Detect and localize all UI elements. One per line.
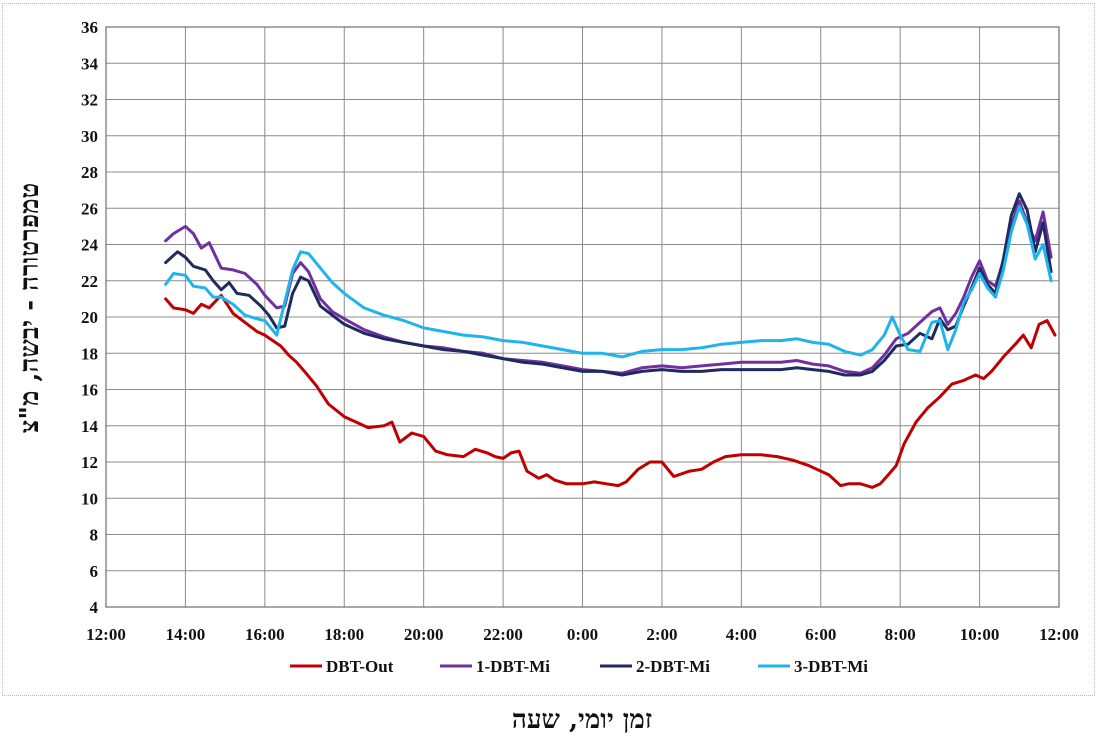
series-lines [164,192,1057,489]
x-axis-title: זמן יומי, שעה [512,705,652,735]
x-tick-label: 8:00 [885,625,916,644]
x-tick-label: 4:00 [726,625,757,644]
gridlines [105,26,1060,608]
legend-label: DBT-Out [326,657,394,676]
series-line-1-dbt-mi [164,199,1053,375]
y-tick-label: 32 [81,91,98,110]
series-line-3-dbt-mi [164,204,1053,359]
y-tick-label: 18 [81,344,98,363]
x-tick-label: 16:00 [245,625,285,644]
y-tick-label: 6 [90,562,99,581]
x-tick-label: 6:00 [805,625,836,644]
plot-area-border [105,26,1060,608]
y-tick-label: 10 [81,489,98,508]
y-tick-label: 24 [81,236,99,255]
x-tick-label: 20:00 [404,625,444,644]
y-tick-label: 30 [81,127,98,146]
y-tick-labels: 4 6 8 10 12 14 16 18 20 22 24 26 28 30 32 34 36 [81,18,99,617]
y-tick-label: 12 [81,453,98,472]
y-tick-label: 26 [81,199,98,218]
y-tick-label: 28 [81,163,98,182]
x-tick-label: 22:00 [483,625,523,644]
series-line-2-dbt-mi [164,192,1053,377]
x-tick-label: 18:00 [324,625,364,644]
legend-label: 3-DBT-Mi [794,657,868,676]
y-tick-label: 16 [81,381,98,400]
chart-frame [2,3,1095,696]
y-tick-label: 34 [81,54,99,73]
y-tick-label: 20 [81,308,98,327]
x-tick-label: 12:00 [1039,625,1079,644]
legend: DBT-Out 1-DBT-Mi 2-DBT-Mi 3-DBT-Mi [290,657,868,676]
series-line-dbt-out [164,293,1057,489]
legend-label: 1-DBT-Mi [476,657,550,676]
y-tick-label: 22 [81,272,98,291]
y-tick-label: 14 [81,417,99,436]
x-tick-label: 12:00 [86,625,126,644]
x-tick-labels: 12:00 14:00 16:00 18:00 20:00 22:00 0:00 2:00 4:… [86,625,1079,644]
x-tick-label: 0:00 [567,625,598,644]
x-tick-label: 14:00 [166,625,206,644]
y-tick-label: 36 [81,18,98,37]
y-tick-label: 4 [90,598,99,617]
legend-label: 2-DBT-Mi [636,657,710,676]
x-tick-label: 10:00 [960,625,1000,644]
y-axis-title: טמפרטורה - יבשה, מ"צ [15,183,45,433]
y-tick-label: 8 [90,526,99,545]
x-tick-label: 2:00 [646,625,677,644]
